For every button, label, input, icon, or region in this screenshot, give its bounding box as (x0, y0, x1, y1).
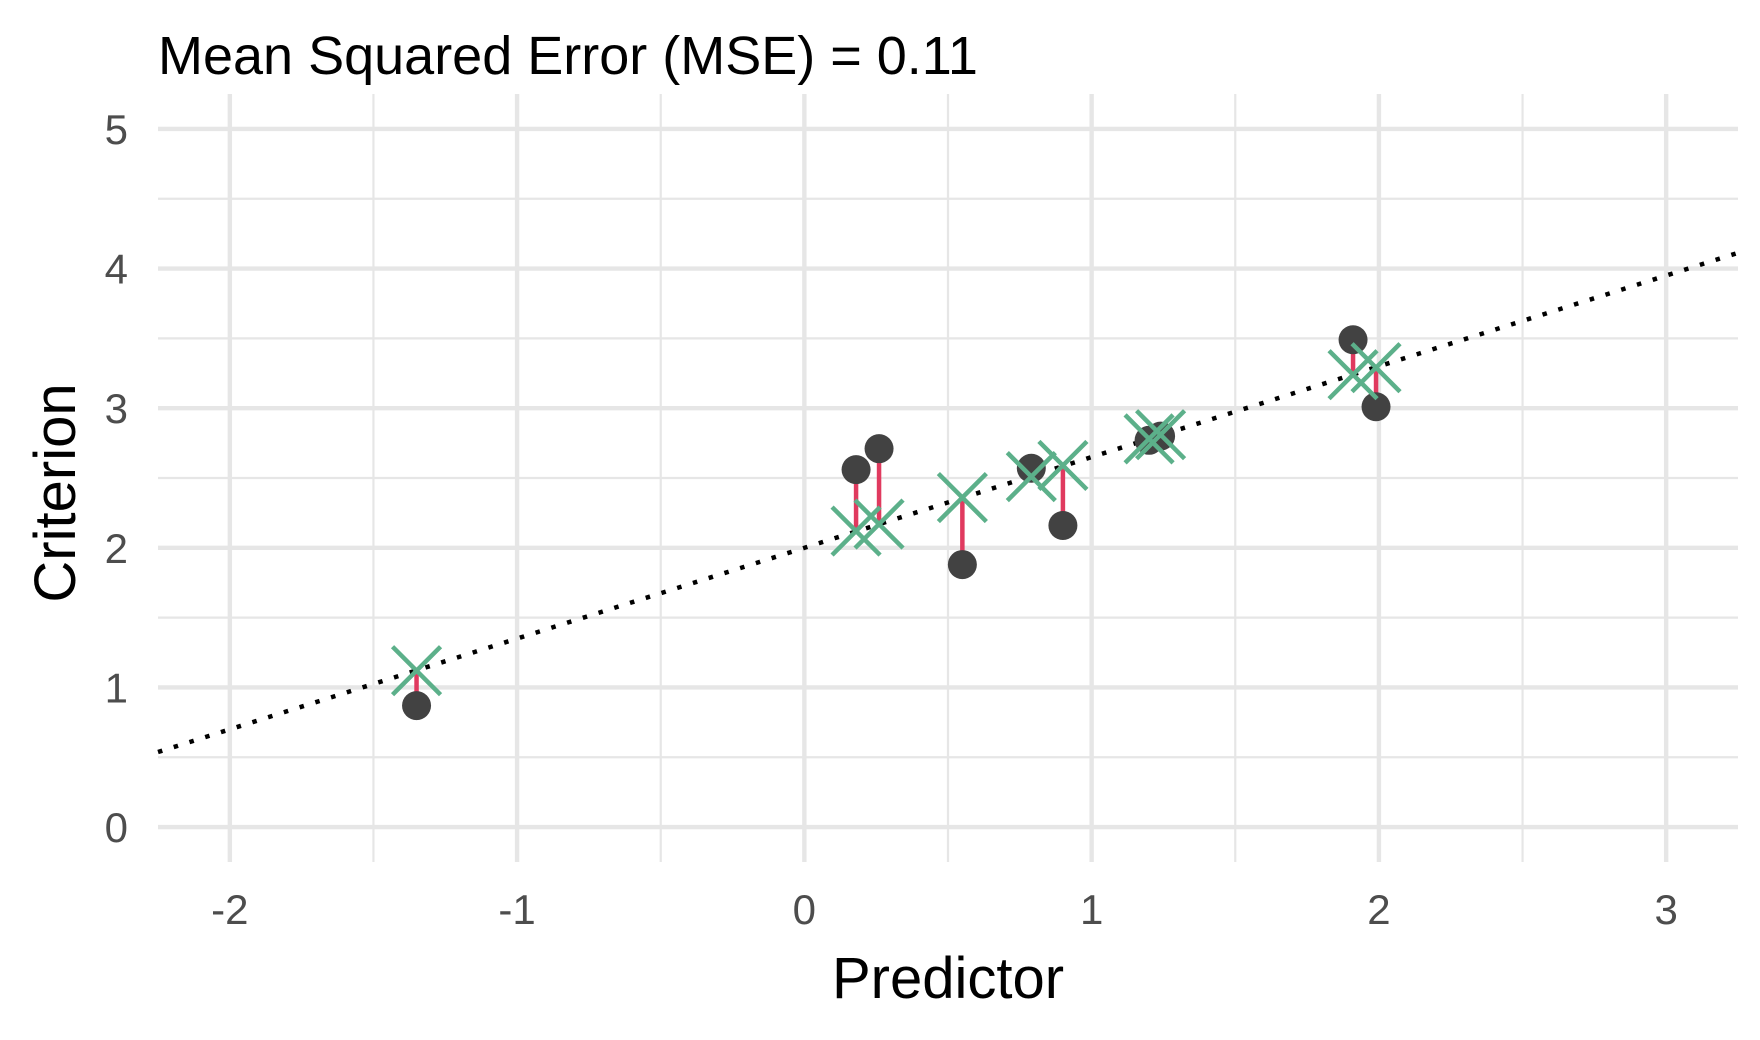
x-tick-label: 0 (793, 886, 816, 933)
predicted-marker (936, 471, 988, 524)
predicted-marker (1134, 409, 1187, 461)
predicted-marker (853, 498, 905, 550)
observed-point (1016, 453, 1046, 483)
regression-line-group (157, 250, 1739, 755)
minor-gridlines (158, 94, 1738, 862)
predicted-marker (1005, 451, 1057, 503)
x-axis-title: Predictor (832, 946, 1064, 1011)
regression-line (157, 250, 1739, 755)
x-tick-label: -1 (498, 886, 535, 933)
x-tick-label: 3 (1655, 886, 1678, 933)
y-tick-label: 3 (105, 385, 128, 432)
y-tick-label: 1 (105, 664, 128, 711)
observed-point (1048, 510, 1078, 540)
predicted-marker (1123, 413, 1175, 465)
observed-points (402, 325, 1391, 721)
predicted-marker (1037, 439, 1089, 492)
major-gridlines (158, 94, 1738, 862)
x-tick-labels: -2 -1 0 1 2 3 (211, 886, 1678, 933)
y-tick-label: 4 (105, 246, 128, 293)
y-tick-labels: 0 1 2 3 4 5 (105, 106, 128, 851)
y-tick-label: 5 (105, 106, 128, 153)
y-tick-label: 2 (105, 525, 128, 572)
observed-point (1338, 325, 1368, 355)
observed-point (1361, 392, 1391, 422)
observed-point (947, 550, 977, 580)
observed-point (402, 691, 432, 721)
observed-point (841, 455, 871, 485)
predicted-marker (390, 645, 443, 697)
y-tick-label: 0 (105, 804, 128, 851)
x-tick-label: 2 (1367, 886, 1390, 933)
y-axis-title: Criterion (23, 383, 88, 602)
x-tick-label: -2 (211, 886, 248, 933)
observed-point (864, 434, 894, 464)
x-tick-label: 1 (1080, 886, 1103, 933)
predicted-markers (390, 342, 1402, 697)
chart-title: Mean Squared Error (MSE) = 0.11 (158, 26, 978, 86)
predicted-marker (1350, 342, 1402, 394)
residual-segments (414, 339, 1379, 706)
